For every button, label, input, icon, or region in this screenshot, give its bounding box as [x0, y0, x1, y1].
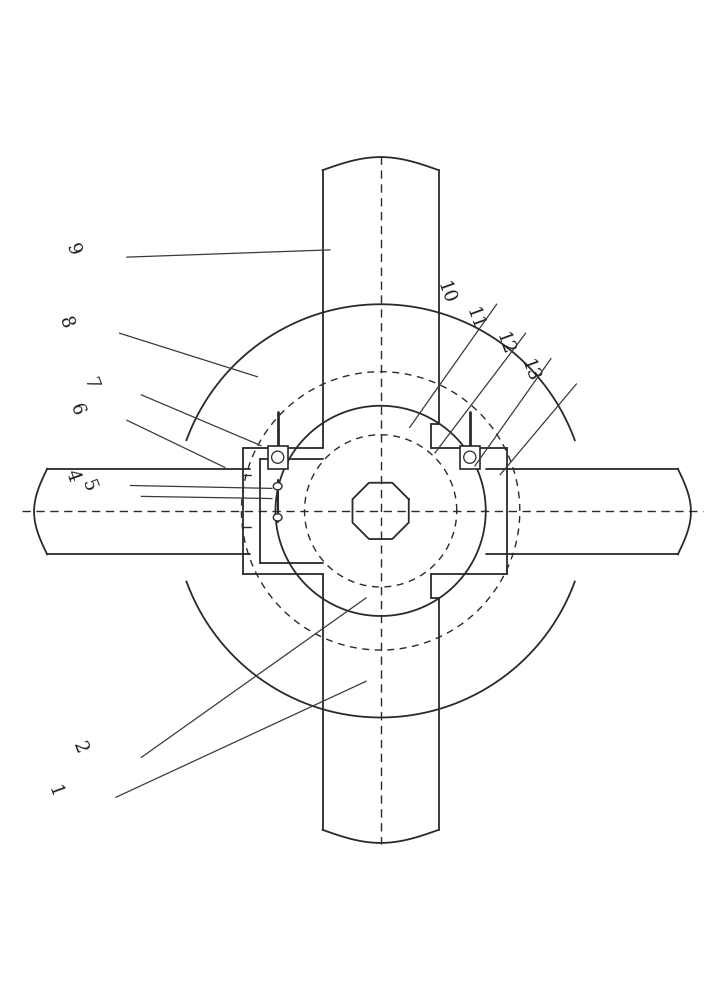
Text: 12: 12: [492, 330, 516, 358]
Text: 7: 7: [80, 376, 101, 392]
Bar: [460, 446, 480, 469]
Text: 5: 5: [78, 477, 99, 494]
Text: 13: 13: [517, 357, 542, 385]
Text: 10: 10: [434, 279, 458, 307]
Bar: [268, 446, 288, 469]
Text: 1: 1: [44, 783, 65, 800]
Text: 6: 6: [66, 401, 86, 418]
Text: 2: 2: [70, 740, 90, 756]
Ellipse shape: [273, 514, 282, 521]
Text: 4: 4: [62, 468, 83, 484]
Text: 9: 9: [62, 241, 83, 258]
Text: 8: 8: [55, 314, 75, 331]
Text: 11: 11: [463, 305, 487, 333]
Ellipse shape: [273, 483, 282, 490]
